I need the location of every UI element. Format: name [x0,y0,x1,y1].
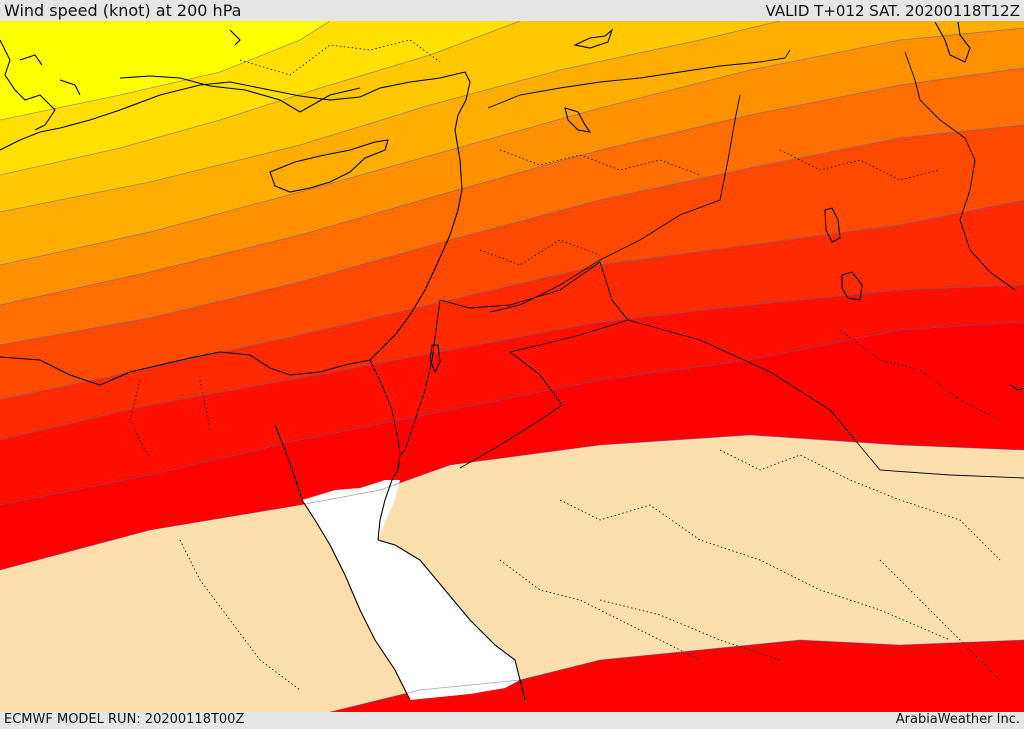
lake-van [564,28,614,133]
wind-band-9 [0,322,1024,570]
wind-band-2 [0,21,1024,212]
province-line-9 [839,329,1001,421]
isotach-6 [0,199,1024,401]
isotach-5 [0,124,1024,346]
province-borders [129,39,1001,691]
wind-band-7 [0,200,1024,440]
jordan-border [439,261,629,469]
wind-band-1 [0,21,1024,175]
isotach-4 [0,67,1024,306]
wind-band-6 [0,125,1024,400]
country-borders [369,49,1024,479]
iraq-iran-border [904,51,1016,291]
southern-jet-band [330,640,1024,712]
province-line-7 [499,559,701,661]
sinai-gulfs [274,424,401,541]
wind-speed-map [0,21,1024,712]
wind-band-4 [0,28,1024,305]
levant-coast [369,129,463,361]
province-line-6 [559,499,951,641]
province-line-4 [779,149,941,181]
valid-time-label: VALID T+012 SAT. 20200118T12Z [765,2,1020,20]
egypt-israel-border [369,359,401,456]
model-run-label: ECMWF MODEL RUN: 20200118T00Z [4,712,245,727]
province-line-8 [129,379,301,691]
wind-band-5 [0,68,1024,345]
isotach-9 [0,434,1024,571]
isotach-southern [329,639,1024,712]
gulf-coast [1009,384,1024,391]
red-sea-east-coast [377,539,526,701]
cyprus [269,139,389,193]
turkey-south-coast [119,75,361,113]
credit-label: ArabiaWeather Inc. [895,712,1020,727]
isotach-8 [0,321,1024,506]
coastlines [0,21,1024,701]
syria-iraq-border [489,94,741,313]
isotach-3 [0,27,1024,266]
map-title: Wind speed (knot) at 200 hPa [4,1,242,20]
egypt-north-coast [0,351,371,386]
header-bar: Wind speed (knot) at 200 hPa VALID T+012… [0,0,1024,21]
isotach-7 [0,284,1024,441]
saudi-iraq-border [627,319,1024,479]
lake-tharthar [824,207,863,301]
isotach-0 [0,21,331,121]
red-sea [302,480,520,700]
dead-sea [429,344,441,374]
red-sea-water [302,480,520,700]
province-line-3 [479,239,601,266]
footer-bar: ECMWF MODEL RUN: 20200118T00Z ArabiaWeat… [0,712,1024,729]
province-line-2 [499,149,701,176]
wind-band-0 [0,21,330,120]
turkey-coast [0,71,471,151]
isotach-lines [0,21,1024,712]
red-sea-west-coast [301,499,411,701]
isotach-1 [0,21,521,176]
aegean-islands [0,29,241,131]
caspian-edge [934,21,971,63]
turkey-syria-border [487,49,791,109]
israel-jordan-border [399,299,441,456]
province-line-5 [719,449,1001,561]
isotach-2 [0,21,781,213]
wind-band-3 [0,21,1024,265]
province-line-10 [599,559,1001,681]
map-canvas [0,21,1024,712]
